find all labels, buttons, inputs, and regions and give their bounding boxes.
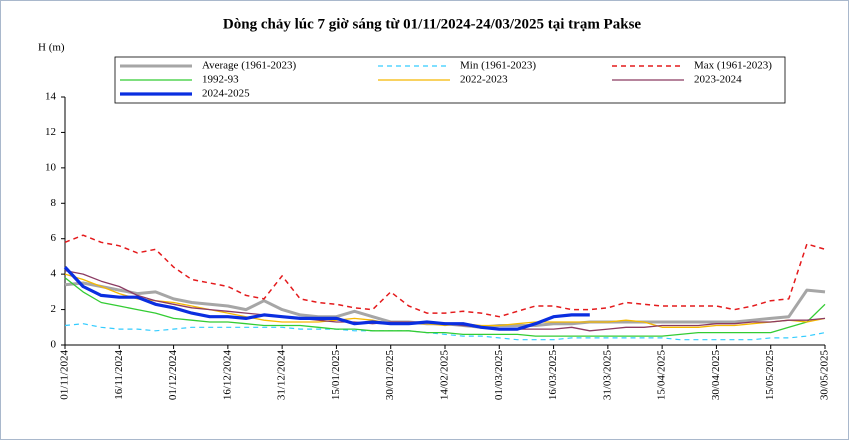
- legend-label: Max (1961-2023): [694, 60, 772, 72]
- legend-label: 2023-2024: [694, 74, 742, 86]
- x-tick-label: 30/01/2025: [384, 350, 396, 401]
- series-line: [63, 266, 590, 331]
- x-tick-label: 16/03/2025: [547, 350, 559, 401]
- x-tick-label: 16/11/2024: [113, 350, 125, 400]
- y-tick-label: 4: [51, 268, 57, 280]
- y-tick-label: 14: [45, 91, 57, 103]
- x-tick-label: 31/12/2024: [276, 350, 288, 401]
- legend-label: Average (1961-2023): [202, 60, 297, 72]
- x-tick-label: 15/04/2025: [656, 350, 668, 401]
- x-tick-label: 01/11/2024: [59, 350, 71, 400]
- y-tick-label: 6: [51, 232, 57, 244]
- x-tick-label: 16/12/2024: [221, 350, 233, 401]
- y-tick-label: 10: [45, 161, 57, 173]
- x-tick-label: 30/05/2025: [819, 350, 831, 401]
- x-tick-label: 30/04/2025: [710, 350, 722, 401]
- y-tick-label: 12: [45, 126, 56, 138]
- legend-label: 2024-2025: [202, 88, 250, 100]
- legend-label: 1992-93: [202, 74, 239, 86]
- x-tick-label: 01/03/2025: [493, 350, 505, 401]
- chart-title: Dòng chảy lúc 7 giờ sáng từ 01/11/2024-2…: [223, 16, 641, 32]
- x-tick-label: 31/03/2025: [601, 350, 613, 401]
- y-tick-label: 2: [51, 303, 57, 315]
- x-tick-label: 14/02/2025: [439, 350, 451, 401]
- y-axis-label: H (m): [38, 42, 65, 54]
- x-tick-label: 15/01/2025: [330, 350, 342, 401]
- legend-label: Min (1961-2023): [460, 60, 536, 72]
- y-tick-label: 8: [51, 197, 57, 209]
- x-tick-label: 01/12/2024: [167, 350, 179, 401]
- y-tick-label: 0: [51, 339, 57, 351]
- series-line: [64, 323, 826, 341]
- series-line: [64, 273, 826, 328]
- series-line: [64, 234, 826, 318]
- x-tick-label: 15/05/2025: [764, 350, 776, 401]
- legend-label: 2022-2023: [460, 74, 508, 86]
- series-line: [64, 277, 826, 337]
